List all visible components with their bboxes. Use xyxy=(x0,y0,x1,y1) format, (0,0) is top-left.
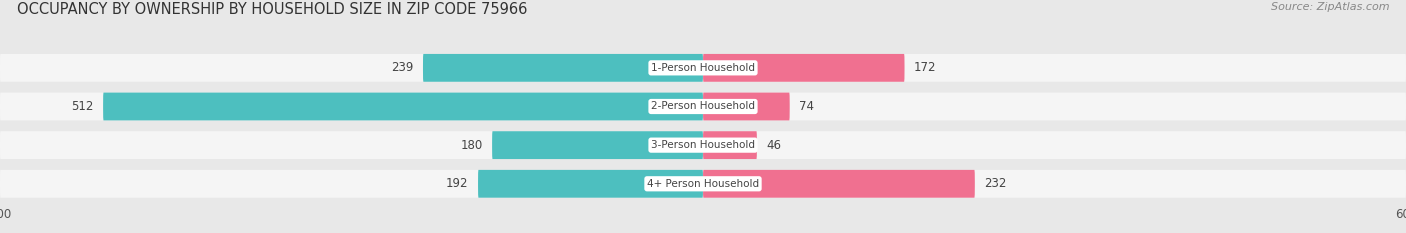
Text: 172: 172 xyxy=(914,61,936,74)
Text: 232: 232 xyxy=(984,177,1007,190)
Text: 74: 74 xyxy=(799,100,814,113)
FancyBboxPatch shape xyxy=(103,93,703,120)
Text: 4+ Person Household: 4+ Person Household xyxy=(647,179,759,189)
FancyBboxPatch shape xyxy=(703,131,756,159)
FancyBboxPatch shape xyxy=(478,170,703,198)
FancyBboxPatch shape xyxy=(0,131,1406,159)
FancyBboxPatch shape xyxy=(703,170,974,198)
Text: 2-Person Household: 2-Person Household xyxy=(651,102,755,112)
FancyBboxPatch shape xyxy=(0,93,1406,120)
Text: 1-Person Household: 1-Person Household xyxy=(651,63,755,73)
Text: 192: 192 xyxy=(446,177,468,190)
FancyBboxPatch shape xyxy=(703,93,790,120)
FancyBboxPatch shape xyxy=(0,54,1406,82)
FancyBboxPatch shape xyxy=(423,54,703,82)
FancyBboxPatch shape xyxy=(703,54,904,82)
Text: OCCUPANCY BY OWNERSHIP BY HOUSEHOLD SIZE IN ZIP CODE 75966: OCCUPANCY BY OWNERSHIP BY HOUSEHOLD SIZE… xyxy=(17,2,527,17)
Text: 180: 180 xyxy=(461,139,482,152)
Text: 239: 239 xyxy=(391,61,413,74)
Text: Source: ZipAtlas.com: Source: ZipAtlas.com xyxy=(1271,2,1389,12)
Text: 512: 512 xyxy=(72,100,94,113)
Text: 46: 46 xyxy=(766,139,782,152)
FancyBboxPatch shape xyxy=(492,131,703,159)
FancyBboxPatch shape xyxy=(0,170,1406,198)
Text: 3-Person Household: 3-Person Household xyxy=(651,140,755,150)
